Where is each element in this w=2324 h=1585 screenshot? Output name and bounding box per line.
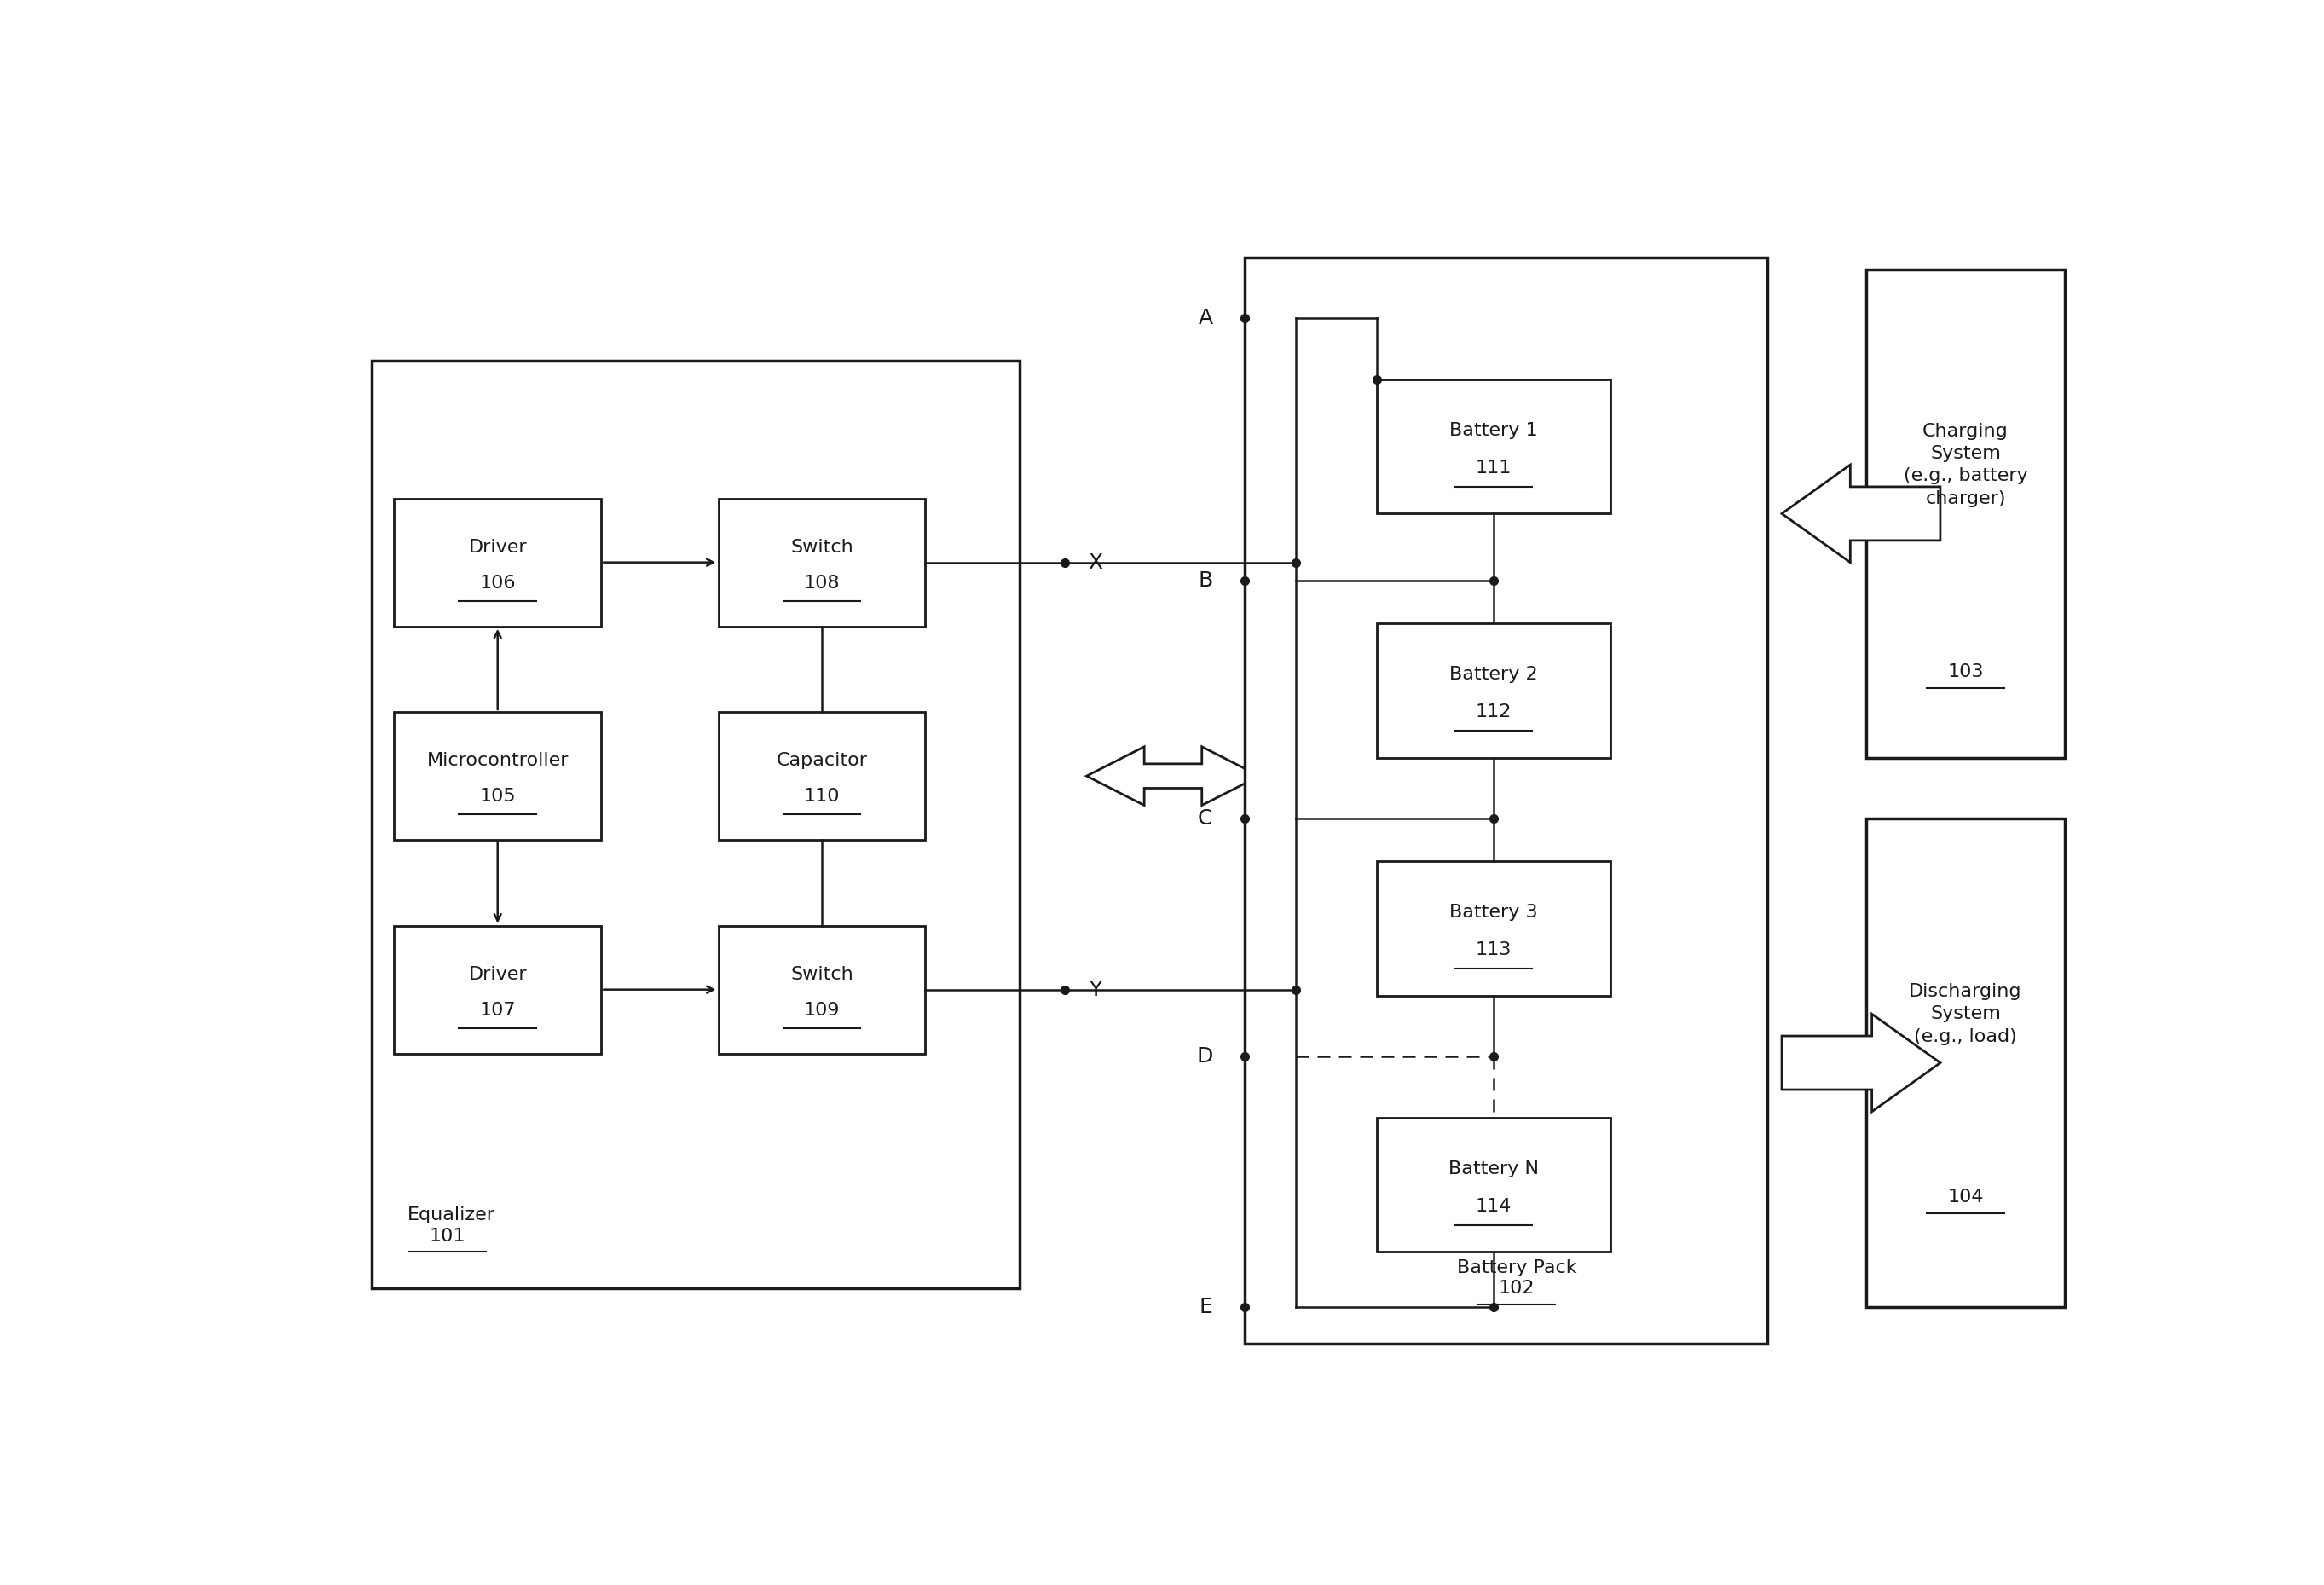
Bar [1376,1117,1611,1252]
Text: 101: 101 [430,1228,465,1244]
Text: 108: 108 [804,574,839,591]
Text: 114: 114 [1476,1198,1511,1214]
Bar [1246,257,1769,1344]
Text: 105: 105 [479,788,516,805]
Text: E: E [1199,1297,1213,1317]
Polygon shape [1783,1014,1941,1111]
Text: Equalizer: Equalizer [407,1206,495,1224]
Text: 107: 107 [479,1002,516,1019]
Text: Capacitor: Capacitor [776,753,867,769]
Text: 111: 111 [1476,460,1511,477]
Text: Battery 1: Battery 1 [1450,422,1538,439]
Text: Charging
System
(e.g., battery
charger): Charging System (e.g., battery charger) [1903,423,2027,507]
Text: X: X [1088,552,1104,572]
Text: Switch: Switch [790,965,853,983]
Text: Battery 2: Battery 2 [1450,666,1538,683]
Bar [372,361,1020,1289]
Text: 106: 106 [479,574,516,591]
Text: Discharging
System
(e.g., load): Discharging System (e.g., load) [1908,983,2022,1045]
Text: 104: 104 [1948,1189,1985,1206]
Bar [1376,379,1611,514]
Text: Driver: Driver [469,539,528,556]
Bar [718,712,925,840]
Bar [395,926,602,1054]
Text: 113: 113 [1476,941,1511,959]
Bar [1866,269,2064,758]
Bar [1376,623,1611,758]
Text: 102: 102 [1499,1281,1534,1297]
Text: Y: Y [1088,980,1102,1000]
Bar [718,926,925,1054]
Text: D: D [1197,1046,1213,1067]
Text: Switch: Switch [790,539,853,556]
Text: Battery 3: Battery 3 [1450,903,1538,921]
Text: Driver: Driver [469,965,528,983]
Text: C: C [1197,808,1213,829]
Bar [395,712,602,840]
Text: 112: 112 [1476,704,1511,721]
Text: Battery Pack: Battery Pack [1457,1260,1576,1276]
Polygon shape [1088,747,1260,805]
Bar [1866,819,2064,1308]
Text: B: B [1197,571,1213,591]
Bar [1376,862,1611,995]
Bar [718,498,925,626]
Text: 109: 109 [804,1002,839,1019]
Text: Microcontroller: Microcontroller [428,753,569,769]
Text: A: A [1199,307,1213,328]
Bar [395,498,602,626]
Text: Battery N: Battery N [1448,1160,1538,1178]
Text: 110: 110 [804,788,839,805]
Polygon shape [1783,464,1941,563]
Text: 103: 103 [1948,664,1985,682]
